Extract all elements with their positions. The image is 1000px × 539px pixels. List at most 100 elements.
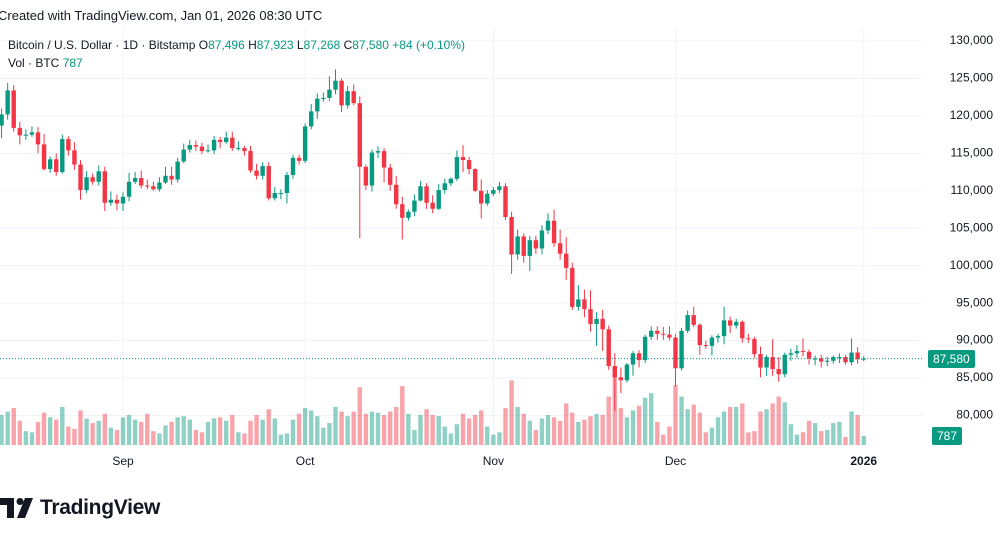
volume-bar <box>849 411 854 445</box>
volume-bar <box>727 406 733 445</box>
candle-body <box>800 351 806 353</box>
candle-body <box>139 178 144 186</box>
candle-body <box>120 196 126 204</box>
volume-bar <box>11 408 16 445</box>
volume-bar <box>278 434 284 445</box>
candle-body <box>60 139 65 173</box>
ohlc-value: 87,923 <box>256 38 294 52</box>
volume-bar <box>309 410 314 445</box>
candle-body <box>721 320 727 337</box>
candle-body <box>351 91 356 104</box>
volume-bar <box>260 419 265 445</box>
volume-bar <box>661 434 666 445</box>
candle-body <box>806 351 812 359</box>
volume-bar <box>861 435 866 445</box>
volume-bar <box>236 432 241 445</box>
volume-bar <box>679 396 684 445</box>
ohlc-value: 87,580 <box>352 38 389 52</box>
candle-body <box>636 353 642 361</box>
volume-bar <box>746 432 751 445</box>
volume-bar <box>345 416 350 445</box>
volume-bar <box>181 416 186 445</box>
candle-body <box>394 184 399 205</box>
candle-body <box>545 220 551 231</box>
candle-layer <box>0 69 866 411</box>
volume-bar <box>132 419 138 445</box>
x-tick-label: Dec <box>665 454 686 468</box>
ohlc-value: 87,268 <box>303 38 341 52</box>
candle-body <box>272 193 277 199</box>
candle-body <box>84 177 89 191</box>
volume-bar <box>266 409 271 445</box>
candle-body <box>5 90 10 115</box>
candle-body <box>849 352 854 363</box>
candle-body <box>424 186 429 203</box>
volume-bar <box>600 415 605 445</box>
candle-body <box>479 190 484 204</box>
candle-body <box>442 183 447 191</box>
volume-bar <box>636 405 642 445</box>
candle-body <box>224 137 229 143</box>
candle-body <box>102 171 107 203</box>
candle-body <box>588 309 593 325</box>
candle-body <box>199 146 205 152</box>
y-tick-label: 125,000 <box>950 71 994 85</box>
candle-body <box>163 175 168 183</box>
volume-bar <box>357 387 362 445</box>
candle-body <box>509 216 514 255</box>
volume-bar <box>333 406 338 445</box>
candle-body <box>54 159 59 173</box>
volume-bar <box>788 424 794 445</box>
volume-bar <box>187 419 192 445</box>
volume-bar <box>515 406 520 445</box>
volume-bar <box>667 426 672 445</box>
volume-bar <box>254 415 259 445</box>
volume-bar <box>0 415 4 445</box>
ohlc-value: 87,496 <box>208 38 245 52</box>
candle-body <box>430 202 435 209</box>
candle-body <box>254 170 259 176</box>
candle-body <box>339 80 344 106</box>
volume-bar <box>794 434 800 445</box>
candle-body <box>557 243 563 254</box>
watermark: Created with TradingView.com, Jan 01, 20… <box>0 8 323 23</box>
candle-body <box>564 253 569 268</box>
candle-body <box>673 337 678 369</box>
y-tick-label: 120,000 <box>950 108 994 122</box>
candle-body <box>551 220 557 244</box>
candle-body <box>315 98 320 112</box>
volume-bar <box>582 419 587 445</box>
candle-body <box>363 166 369 186</box>
volume-bar <box>527 420 532 445</box>
candle-body <box>29 132 35 135</box>
candle-body <box>649 330 654 337</box>
x-tick-label: Nov <box>483 454 504 468</box>
candle-body <box>23 134 29 136</box>
candle-body <box>248 151 253 171</box>
volume-bar <box>812 423 818 445</box>
volume-bar <box>624 417 630 445</box>
candle-body <box>381 151 387 168</box>
candle-body <box>655 330 660 334</box>
volume-bar <box>114 430 120 445</box>
candle-body <box>157 182 162 190</box>
volume-bar <box>84 418 89 445</box>
change-percent: (+0.10%) <box>416 38 466 52</box>
logo-text: TradingView <box>40 496 161 519</box>
volume-bar <box>108 427 114 445</box>
volume-bar <box>430 415 435 445</box>
volume-bar <box>837 421 842 445</box>
volume-bar <box>740 403 745 445</box>
candle-body <box>661 333 666 335</box>
volume-bar <box>673 385 678 445</box>
volume-bar <box>126 415 132 445</box>
candle-body <box>345 91 350 106</box>
volume-bar <box>819 431 824 445</box>
volume-bar <box>533 430 539 445</box>
volume-bar <box>630 410 636 445</box>
candle-body <box>697 324 702 346</box>
y-tick-label: 100,000 <box>950 258 994 272</box>
candle-body <box>284 175 290 194</box>
volume-bar <box>224 420 229 445</box>
volume-bar <box>764 409 769 445</box>
